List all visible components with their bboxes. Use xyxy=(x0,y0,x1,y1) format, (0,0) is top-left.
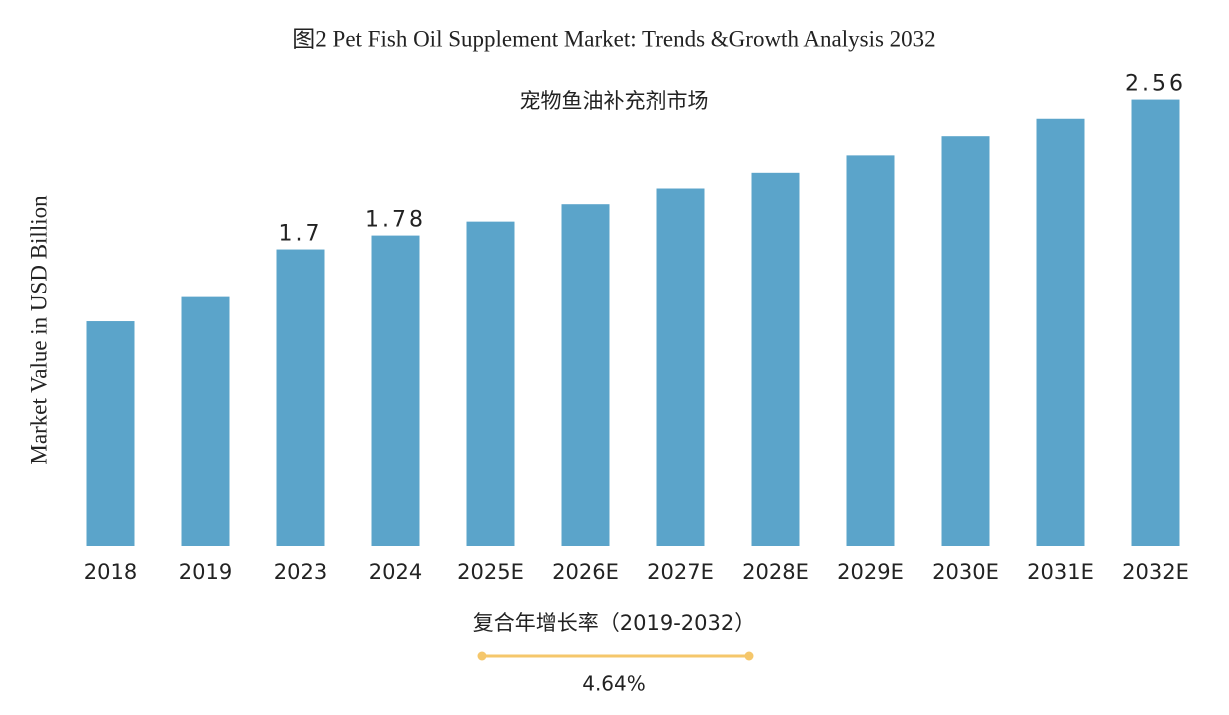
x-tick-label: 2026E xyxy=(552,560,619,584)
bar xyxy=(656,188,705,546)
x-tick-label: 2025E xyxy=(457,560,524,584)
bar xyxy=(1131,99,1180,547)
x-tick-label: 2030E xyxy=(932,560,999,584)
x-tick-label: 2028E xyxy=(742,560,809,584)
bar xyxy=(561,204,610,546)
x-tick-label: 2024 xyxy=(369,560,422,584)
bar xyxy=(276,249,325,547)
bar xyxy=(941,136,990,546)
x-tick-label: 2023 xyxy=(274,560,327,584)
bar xyxy=(751,172,800,546)
bar xyxy=(371,235,420,546)
x-tick-label: 2032E xyxy=(1122,560,1189,584)
x-tick-label: 2029E xyxy=(837,560,904,584)
data-label: 2.56 xyxy=(1125,72,1186,97)
cagr-value: 4.64% xyxy=(582,672,646,696)
y-axis-label: Market Value in USD Billion xyxy=(26,195,51,465)
bar xyxy=(86,321,135,546)
bar xyxy=(466,221,515,546)
x-tick-label: 2019 xyxy=(179,560,232,584)
cagr-dot xyxy=(477,651,487,661)
bar xyxy=(181,296,230,546)
cagr-dot xyxy=(744,651,754,661)
x-tick-label: 2031E xyxy=(1027,560,1094,584)
chart-subtitle: 宠物鱼油补充剂市场 xyxy=(520,89,709,113)
data-label: 1.78 xyxy=(365,208,426,233)
bar xyxy=(846,155,895,546)
cagr-label: 复合年增长率（2019-2032） xyxy=(473,611,755,635)
chart-title: 图2 Pet Fish Oil Supplement Market: Trend… xyxy=(292,26,935,51)
data-label: 1.7 xyxy=(279,222,323,247)
x-tick-label: 2027E xyxy=(647,560,714,584)
bar xyxy=(1036,118,1085,546)
x-tick-label: 2018 xyxy=(84,560,137,584)
